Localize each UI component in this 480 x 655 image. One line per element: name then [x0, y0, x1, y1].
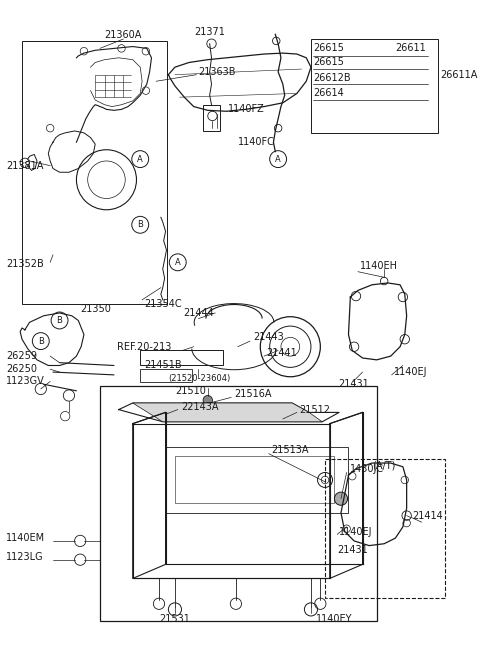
Text: 1123LG: 1123LG	[6, 552, 44, 562]
Text: 21431: 21431	[338, 379, 369, 389]
Text: A: A	[175, 258, 180, 267]
Text: 21451B: 21451B	[144, 360, 181, 371]
Text: 26250: 26250	[6, 364, 37, 374]
Text: B: B	[137, 220, 143, 229]
Text: 21444: 21444	[183, 308, 214, 318]
Text: A: A	[275, 155, 281, 164]
Bar	[175, 457, 335, 504]
Text: 26612B: 26612B	[313, 73, 350, 83]
Text: 1140FC: 1140FC	[238, 138, 275, 147]
Text: 1140EM: 1140EM	[6, 533, 45, 543]
Text: 21513A: 21513A	[272, 445, 309, 455]
Text: B: B	[38, 337, 44, 346]
Text: 22143A: 22143A	[181, 402, 219, 412]
Text: 21443: 21443	[253, 332, 284, 343]
Bar	[166, 447, 348, 513]
Text: 1140EJ: 1140EJ	[394, 367, 427, 377]
Bar	[203, 105, 220, 131]
Bar	[22, 41, 168, 303]
Text: 21441: 21441	[266, 348, 297, 358]
Bar	[100, 386, 377, 621]
Text: (21520-23604): (21520-23604)	[168, 374, 230, 383]
Bar	[140, 369, 192, 383]
Text: 21354C: 21354C	[144, 299, 181, 309]
Text: 21414: 21414	[412, 511, 443, 521]
Text: 21363B: 21363B	[198, 67, 236, 77]
Bar	[140, 350, 223, 365]
Text: A: A	[137, 155, 143, 164]
Text: 26259: 26259	[6, 351, 37, 361]
Text: 26611: 26611	[396, 43, 426, 54]
Text: 1430JC: 1430JC	[350, 464, 384, 474]
Bar	[311, 39, 438, 133]
Text: 21371: 21371	[194, 27, 225, 37]
Text: 21516A: 21516A	[234, 388, 272, 399]
Circle shape	[335, 492, 348, 505]
Text: 1140EH: 1140EH	[360, 261, 398, 271]
Text: 1140FZ: 1140FZ	[228, 104, 265, 115]
Text: 26615: 26615	[313, 58, 344, 67]
Text: 21431: 21431	[337, 546, 368, 555]
Text: (A/T): (A/T)	[372, 461, 396, 471]
Text: 21360A: 21360A	[105, 30, 142, 40]
Text: 21381A: 21381A	[6, 160, 44, 171]
Polygon shape	[133, 403, 322, 422]
Text: 21510: 21510	[175, 386, 206, 396]
Text: REF.20-213: REF.20-213	[117, 342, 171, 352]
Text: 26614: 26614	[313, 88, 344, 98]
Text: 26611A: 26611A	[441, 69, 478, 80]
Text: 1140EJ: 1140EJ	[339, 527, 372, 536]
Circle shape	[203, 396, 213, 405]
Text: 21350: 21350	[80, 304, 110, 314]
Text: 26615: 26615	[313, 43, 344, 54]
Text: 1140EY: 1140EY	[316, 614, 352, 624]
Text: 21531: 21531	[159, 614, 191, 624]
Bar	[325, 459, 445, 598]
Text: 21512: 21512	[300, 405, 331, 415]
Text: 21352B: 21352B	[6, 259, 44, 269]
Text: B: B	[57, 316, 62, 325]
Text: 1123GV: 1123GV	[6, 377, 45, 386]
